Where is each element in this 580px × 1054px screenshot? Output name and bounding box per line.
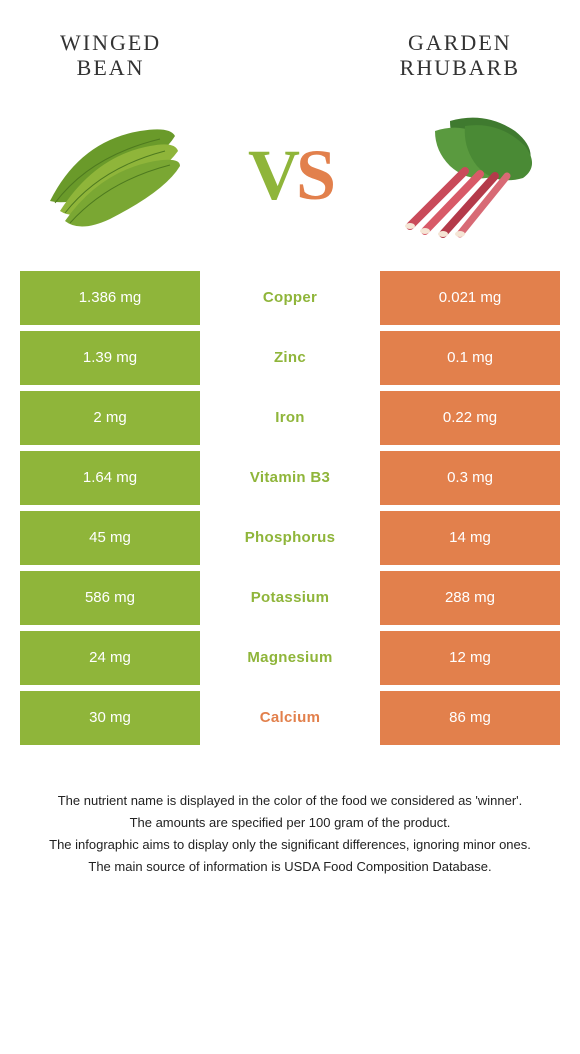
right-value-cell: 0.1 mg — [380, 331, 560, 385]
left-value-cell: 24 mg — [20, 631, 200, 685]
footer-line: The nutrient name is displayed in the co… — [30, 791, 550, 811]
vs-v: V — [248, 134, 296, 217]
table-row: 30 mgCalcium86 mg — [20, 691, 560, 745]
footer-line: The infographic aims to display only the… — [30, 835, 550, 855]
vs-s: S — [296, 134, 332, 217]
table-row: 45 mgPhosphorus14 mg — [20, 511, 560, 565]
footer-notes: The nutrient name is displayed in the co… — [20, 751, 560, 878]
left-value-cell: 45 mg — [20, 511, 200, 565]
table-row: 1.386 mgCopper0.021 mg — [20, 271, 560, 325]
nutrient-name-cell: Vitamin B3 — [200, 451, 380, 505]
table-row: 2 mgIron0.22 mg — [20, 391, 560, 445]
right-value-cell: 0.22 mg — [380, 391, 560, 445]
left-value-cell: 586 mg — [20, 571, 200, 625]
nutrient-name-cell: Zinc — [200, 331, 380, 385]
right-value-cell: 12 mg — [380, 631, 560, 685]
left-value-cell: 30 mg — [20, 691, 200, 745]
nutrient-name-cell: Copper — [200, 271, 380, 325]
nutrient-table: 1.386 mgCopper0.021 mg 1.39 mgZinc0.1 mg 2… — [20, 271, 560, 745]
right-value-cell: 14 mg — [380, 511, 560, 565]
right-value-cell: 86 mg — [380, 691, 560, 745]
left-value-cell: 1.39 mg — [20, 331, 200, 385]
nutrient-name-cell: Phosphorus — [200, 511, 380, 565]
left-food-title: Winged Bean — [60, 30, 161, 81]
nutrient-name-cell: Calcium — [200, 691, 380, 745]
nutrient-name-cell: Potassium — [200, 571, 380, 625]
footer-line: The amounts are specified per 100 gram o… — [30, 813, 550, 833]
table-row: 24 mgMagnesium12 mg — [20, 631, 560, 685]
table-row: 1.39 mgZinc0.1 mg — [20, 331, 560, 385]
left-value-cell: 1.64 mg — [20, 451, 200, 505]
footer-line: The main source of information is USDA F… — [30, 857, 550, 877]
right-value-cell: 0.021 mg — [380, 271, 560, 325]
nutrient-name-cell: Magnesium — [200, 631, 380, 685]
right-food-image — [390, 111, 550, 241]
vs-label: VS — [248, 134, 332, 217]
left-value-cell: 1.386 mg — [20, 271, 200, 325]
right-food-title: Garden Rhubarb — [400, 30, 520, 81]
left-food-image — [30, 111, 190, 241]
left-value-cell: 2 mg — [20, 391, 200, 445]
table-row: 586 mgPotassium288 mg — [20, 571, 560, 625]
table-row: 1.64 mgVitamin B30.3 mg — [20, 451, 560, 505]
right-value-cell: 288 mg — [380, 571, 560, 625]
right-value-cell: 0.3 mg — [380, 451, 560, 505]
nutrient-name-cell: Iron — [200, 391, 380, 445]
